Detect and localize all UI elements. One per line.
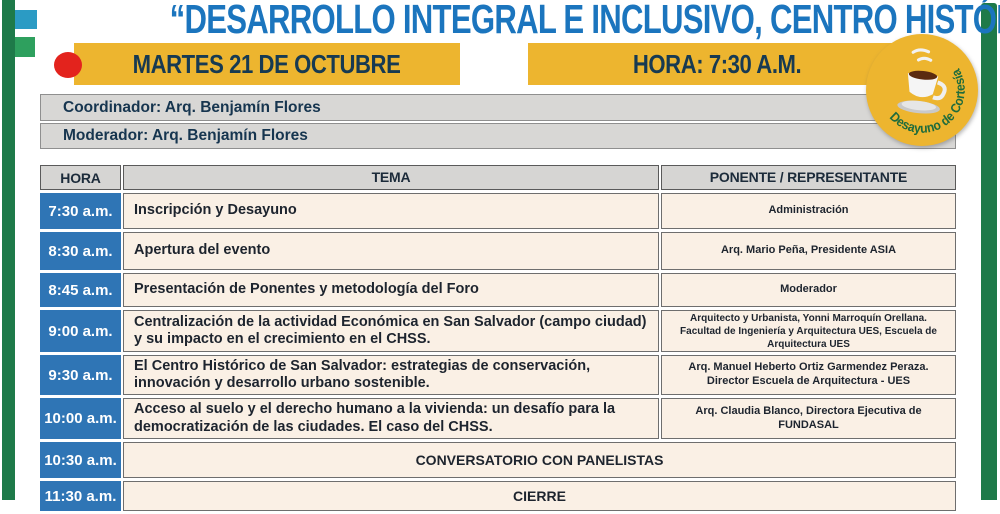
table-row: 11:30 a.m. CIERRE — [40, 481, 956, 511]
table-header-row: HORA TEMA PONENTE / REPRESENTANTE — [40, 165, 956, 190]
table-row: 10:30 a.m. CONVERSATORIO CON PANELISTAS — [40, 442, 956, 478]
logo-teal-square — [15, 10, 37, 29]
time-cell: 10:00 a.m. — [40, 398, 121, 439]
moderator-bar: Moderador: Arq. Benjamín Flores — [40, 123, 956, 149]
topic-cell: Presentación de Ponentes y metodología d… — [123, 273, 659, 307]
topic-cell: Inscripción y Desayuno — [123, 193, 659, 229]
table-row: 9:30 a.m. El Centro Histórico de San Sal… — [40, 355, 956, 395]
page-title-text: “DESARROLLO INTEGRAL E INCLUSIVO, CENTRO… — [169, 0, 1000, 42]
topic-cell: Centralización de la actividad Económica… — [123, 310, 659, 352]
table-row: 9:00 a.m. Centralización de la actividad… — [40, 310, 956, 352]
time-cell: 11:30 a.m. — [40, 481, 121, 511]
merged-topic-cell: CONVERSATORIO CON PANELISTAS — [123, 442, 956, 478]
coordinator-label: Coordinador: Arq. Benjamín Flores — [63, 98, 321, 116]
time-banner: HORA: 7:30 A.M. — [528, 43, 906, 85]
coffee-cup-icon — [897, 48, 947, 114]
breakfast-badge: Desayuno de Cortesía — [866, 34, 978, 146]
table-row: 10:00 a.m. Acceso al suelo y el derecho … — [40, 398, 956, 439]
page-title: “DESARROLLO INTEGRAL E INCLUSIVO, CENTRO… — [25, 0, 1000, 43]
date-banner: MARTES 21 DE OCTUBRE — [74, 43, 460, 85]
topic-cell: El Centro Histórico de San Salvador: est… — [123, 355, 659, 395]
speaker-cell: Arq. Claudia Blanco, Directora Ejecutiva… — [661, 398, 956, 439]
coordinator-bar: Coordinador: Arq. Benjamín Flores — [40, 94, 956, 121]
table-row: 8:30 a.m. Apertura del evento Arq. Mario… — [40, 232, 956, 270]
logo-green-square — [15, 37, 35, 57]
time-cell: 9:00 a.m. — [40, 310, 121, 352]
left-border-bar — [2, 0, 15, 500]
merged-topic-cell: CIERRE — [123, 481, 956, 511]
header-ponente: PONENTE / REPRESENTANTE — [661, 165, 956, 190]
table-row: 7:30 a.m. Inscripción y Desayuno Adminis… — [40, 193, 956, 229]
speaker-cell: Administración — [661, 193, 956, 229]
right-border-bar — [981, 3, 997, 500]
speaker-cell: Arquitecto y Urbanista, Yonni Marroquín … — [661, 310, 956, 352]
speaker-cell: Arq. Manuel Heberto Ortiz Garmendez Pera… — [661, 355, 956, 395]
date-banner-label: MARTES 21 DE OCTUBRE — [133, 48, 401, 79]
time-cell: 8:30 a.m. — [40, 232, 121, 270]
moderator-label: Moderador: Arq. Benjamín Flores — [63, 127, 308, 144]
topic-cell: Apertura del evento — [123, 232, 659, 270]
header-hora: HORA — [40, 165, 121, 190]
time-cell: 9:30 a.m. — [40, 355, 121, 395]
table-row: 8:45 a.m. Presentación de Ponentes y met… — [40, 273, 956, 307]
red-dot-icon — [54, 52, 82, 78]
time-banner-label: HORA: 7:30 A.M. — [632, 48, 802, 79]
header-tema: TEMA — [123, 165, 659, 190]
topic-cell: Acceso al suelo y el derecho humano a la… — [123, 398, 659, 439]
time-cell: 10:30 a.m. — [40, 442, 121, 478]
time-cell: 8:45 a.m. — [40, 273, 121, 307]
time-cell: 7:30 a.m. — [40, 193, 121, 229]
schedule-table: HORA TEMA PONENTE / REPRESENTANTE 7:30 a… — [40, 165, 956, 514]
speaker-cell: Moderador — [661, 273, 956, 307]
speaker-cell: Arq. Mario Peña, Presidente ASIA — [661, 232, 956, 270]
